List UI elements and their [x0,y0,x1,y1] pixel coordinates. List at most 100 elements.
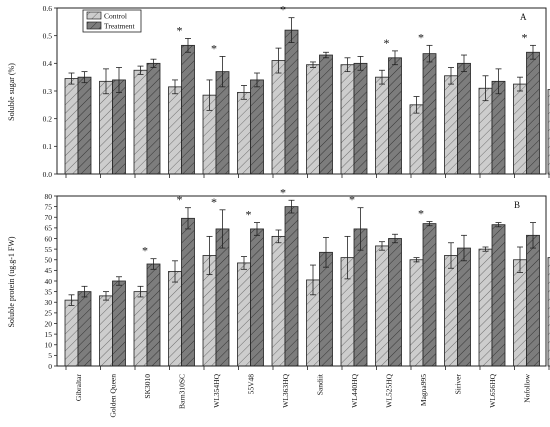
y-tick-label-b: 45 [45,266,53,275]
x-tick-label: WL525HQ [385,373,394,407]
panel-label-b: B [514,200,520,210]
significance-marker-b: * [211,195,217,209]
bar-treatment-a [491,80,506,175]
y-tick-label-a: 0.2 [43,114,53,123]
x-tick-label: Barn310SC [178,374,187,409]
y-axis-label-b: Soluble protein (ug.g-1 FW) [7,236,16,327]
y-tick-label-a: 0.6 [43,4,53,13]
bar-treatment-a [146,62,161,175]
bar-treatment-b [422,223,437,367]
significance-marker-b: * [349,193,355,207]
bar-treatment-b [146,263,161,367]
significance-marker-a: * [418,30,424,44]
bar-treatment-b [215,228,230,367]
x-tick-label: WL440HQ [350,373,359,407]
x-tick-label: Magna995 [419,374,428,406]
y-tick-label-b: 55 [45,245,53,254]
bar-control-a [99,80,113,175]
significance-marker-b: * [246,208,252,222]
bar-control-b [237,262,251,367]
bar-treatment-a [77,76,92,175]
y-tick-label-b: 15 [45,330,53,339]
bar-treatment-b [250,228,264,367]
bar-control-a [478,87,493,175]
bar-treatment-b [77,291,92,367]
plot-frame-b [56,195,547,367]
x-tick-label: SK3010 [143,374,152,399]
y-tick-label-b: 5 [48,351,52,360]
bar-control-b [513,259,527,367]
bar-treatment-b [491,224,506,367]
bar-treatment-a [388,57,402,175]
plot-frame-a [56,7,547,175]
bar-treatment-a [284,29,299,175]
bar-treatment-a [181,44,195,175]
y-tick-label-b: 35 [45,287,53,296]
legend-label-treatment: Treatment [104,22,135,31]
bar-treatment-a [112,79,126,175]
y-tick-label-a: 0.1 [43,142,53,151]
y-tick-label-b: 0 [48,362,52,371]
bar-control-a [168,86,182,175]
x-tick-label: WL363HQ [281,373,290,407]
y-tick-label-b: 40 [45,277,53,286]
x-tick-label: 55V48 [247,374,256,395]
bar-control-a [444,75,458,175]
y-tick-label-b: 65 [45,224,53,233]
y-tick-label-a: 0.4 [43,59,53,68]
significance-marker-b: * [142,244,148,258]
legend-swatch-treatment [86,21,102,30]
bar-treatment-b [388,238,402,367]
bar-control-a [340,64,355,175]
bar-control-a [547,89,550,175]
y-axis-label-a: Soluble sugar (%) [7,63,16,121]
x-tick-label: WL656HQ [488,373,497,407]
bar-control-a [306,64,320,175]
bar-control-b [64,299,79,367]
significance-marker-a: * [280,3,286,17]
bar-control-a [271,60,286,175]
bar-treatment-a [319,54,333,175]
x-tick-label: Sandiit [316,373,325,395]
significance-marker-b: * [280,185,286,199]
y-tick-label-a: 0.3 [43,87,53,96]
y-tick-label-b: 20 [45,319,53,328]
bar-treatment-a [422,53,437,175]
y-tick-label-a: 0.0 [43,170,53,179]
x-tick-label: Gibraltar [74,374,83,402]
bar-treatment-b [181,217,195,367]
bar-control-b [478,248,493,367]
x-tick-label: Nofollow [523,373,532,402]
legend-a: Control Treatment [82,9,142,33]
bar-control-b [271,235,286,367]
bar-control-b [409,259,424,367]
y-tick-label-b: 50 [45,256,53,265]
significance-marker-b: * [418,207,424,221]
bar-control-a [237,91,251,175]
bar-treatment-a [457,62,471,175]
x-tick-label: Golden Queen [109,374,118,418]
bar-treatment-b [112,280,126,367]
y-tick-label-b: 10 [45,341,53,350]
bar-treatment-b [457,247,471,367]
y-tick-label-b: 75 [45,202,53,211]
y-tick-label-b: 60 [45,234,53,243]
bar-treatment-b [284,206,299,367]
bar-treatment-b [319,251,333,367]
bar-control-b [99,295,113,367]
bar-control-b [133,291,148,367]
bar-treatment-a [526,51,540,175]
y-tick-label-b: 30 [45,298,53,307]
bar-treatment-a [250,79,264,175]
bar-control-b [375,245,389,367]
chart-panel-a: 0.0 0.1 0.2 0.3 0.4 0.5 0.6 * * * * * * A Soluble su… [7,3,550,179]
significance-marker-a: * [177,23,183,37]
bar-treatment-b [526,234,540,367]
y-tick-label-b: 80 [45,192,53,201]
bar-control-a [133,69,148,175]
bar-control-a [64,78,79,175]
bar-control-b [547,257,550,367]
x-tick-label: Siriver [454,374,463,395]
